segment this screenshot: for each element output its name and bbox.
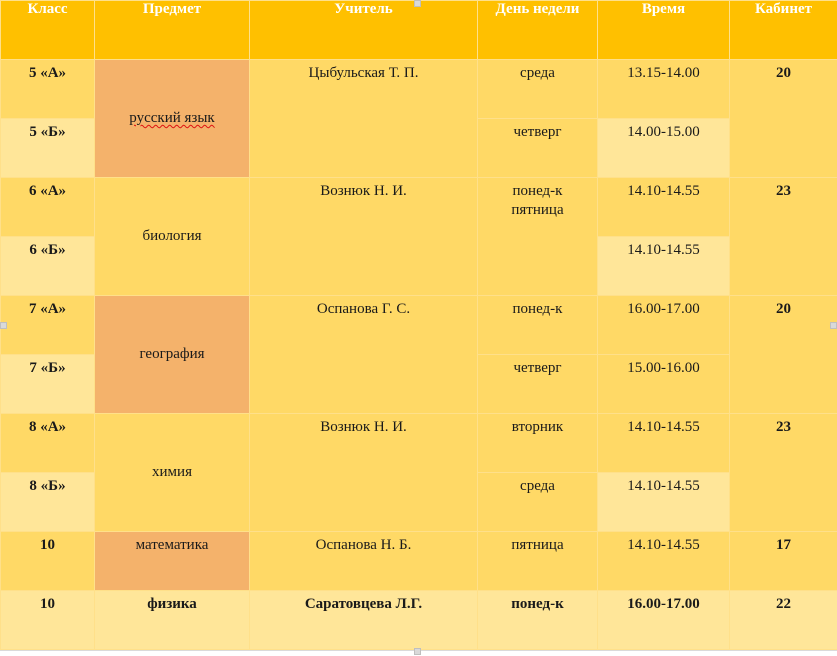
room-cell: 23 [729,413,837,532]
teacher-cell: Оспанова Н. Б. [249,531,478,591]
class-cell: 5 «А» [0,59,95,119]
room-cell: 23 [729,177,837,296]
header-teacher: Учитель [249,0,478,60]
class-cell: 10 [0,590,95,650]
teacher-cell: Вознюк Н. И. [249,177,478,296]
teacher-cell: Вознюк Н. И. [249,413,478,532]
class-cell: 7 «А» [0,295,95,355]
room-cell: 20 [729,295,837,414]
class-cell: 7 «Б» [0,354,95,414]
table-row: 7 «Б» четверг 15.00-16.00 [0,354,837,414]
table-row: 7 «А» география Оспанова Г. С. понед-к 1… [0,295,837,414]
header-class: Класс [0,0,95,60]
time-cell: 16.00-17.00 [597,590,730,650]
day-cell: четверг [477,118,598,178]
subject-cell: физика [94,590,250,650]
day-cell: среда [477,472,598,532]
time-cell: 14.10-14.55 [597,177,730,237]
time-cell: 14.10-14.55 [597,236,730,296]
subject-cell: химия [94,413,250,532]
time-cell: 14.10-14.55 [597,531,730,591]
table-row: 8 «А» химия Вознюк Н. И. вторник 14.10-1… [0,413,837,532]
room-cell: 22 [729,590,837,650]
header-subject: Предмет [94,0,250,60]
room-cell: 17 [729,531,837,591]
class-cell: 8 «А» [0,413,95,473]
subject-cell: математика [94,531,250,591]
time-cell: 14.10-14.55 [597,472,730,532]
day-cell: понед-к [477,590,598,650]
table-row: 8 «Б» среда 14.10-14.55 [0,472,837,532]
class-cell: 5 «Б» [0,118,95,178]
teacher-cell: Оспанова Г. С. [249,295,478,414]
header-time: Время [597,0,730,60]
table-row: 6 «А» биология Вознюк Н. И. понед-к пятн… [0,177,837,296]
day-cell: понед-к [477,295,598,355]
time-cell: 14.00-15.00 [597,118,730,178]
day-cell: понед-к пятница [477,177,598,296]
resize-handle-right[interactable] [830,322,837,329]
subject-cell: география [94,295,250,414]
header-day: День недели [477,0,598,60]
room-cell: 20 [729,59,837,178]
day-cell: четверг [477,354,598,414]
table-row: 10 физика Саратовцева Л.Г. понед-к 16.00… [0,590,837,650]
table-row: 6 «Б» 14.10-14.55 [0,236,837,296]
table-header-row: Класс Предмет Учитель День недели Время … [0,0,837,60]
time-cell: 14.10-14.55 [597,413,730,473]
class-cell: 8 «Б» [0,472,95,532]
time-cell: 15.00-16.00 [597,354,730,414]
teacher-cell: Саратовцева Л.Г. [249,590,478,650]
resize-handle-top[interactable] [414,0,421,7]
teacher-cell: Цыбульская Т. П. [249,59,478,178]
table-row: 5 «Б» четверг 14.00-15.00 [0,118,837,178]
table-row: 5 «А» русский язык Цыбульская Т. П. сред… [0,59,837,178]
header-room: Кабинет [729,0,837,60]
resize-handle-bottom[interactable] [414,648,421,655]
day-cell: среда [477,59,598,119]
time-cell: 16.00-17.00 [597,295,730,355]
resize-handle-left[interactable] [0,322,7,329]
table-row: 10 математика Оспанова Н. Б. пятница 14.… [0,531,837,591]
time-cell: 13.15-14.00 [597,59,730,119]
class-cell: 10 [0,531,95,591]
class-cell: 6 «Б» [0,236,95,296]
subject-cell: русский язык [94,59,250,178]
class-cell: 6 «А» [0,177,95,237]
day-cell: пятница [477,531,598,591]
subject-cell: биология [94,177,250,296]
day-cell: вторник [477,413,598,473]
